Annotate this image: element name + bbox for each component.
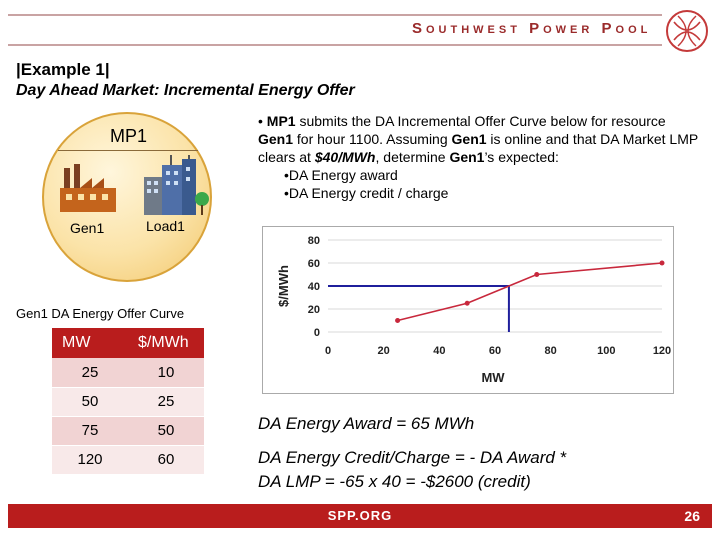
slide-subtitle: Day Ahead Market: Incremental Energy Off…	[16, 82, 355, 99]
offer-curve-line	[397, 262, 663, 322]
table-cell-mw: 50	[52, 387, 128, 417]
data-point	[659, 260, 665, 266]
x-tick-label: 40	[433, 345, 445, 357]
mp1-divider	[58, 150, 198, 151]
offer-curve-chart: 0 20 40 60 80 0 20 40 60 80 100 120 MW $/MWh	[276, 235, 671, 385]
header-rule-bottom	[8, 44, 662, 46]
city-buildings-icon	[144, 155, 209, 215]
table-row: 75 50	[52, 416, 204, 446]
offer-curve-table: MW $/MWh 25 10 50 25 75 50 120 60	[52, 328, 204, 475]
y-tick-label: 40	[308, 281, 320, 293]
x-axis-label: MW	[481, 370, 505, 385]
table-cell-price: 50	[128, 416, 204, 446]
x-tick-label: 100	[597, 345, 615, 357]
spp-logo-icon	[666, 10, 708, 52]
table-cell-mw: 120	[52, 445, 128, 475]
table-title: Gen1 DA Energy Offer Curve	[16, 306, 185, 321]
table-cell-mw: 25	[52, 358, 128, 388]
award-result: DA Energy Award = 65 MWh	[258, 414, 475, 433]
gen1-label: Gen1	[70, 220, 105, 236]
table-row: 120 60	[52, 445, 204, 475]
y-tick-label: 20	[308, 304, 320, 316]
credit-result-line2: DA LMP = -65 x 40 = -$2600 (credit)	[258, 472, 531, 491]
load1-label: Load1	[146, 218, 185, 234]
y-axis-label: $/MWh	[276, 265, 291, 307]
question-main: • MP1 submits the DA Incremental Offer C…	[258, 113, 698, 165]
chart-frame	[262, 226, 674, 394]
example-heading: |Example 1|	[16, 60, 110, 79]
x-tick-label: 60	[489, 345, 501, 357]
table-cell-price: 10	[128, 358, 204, 388]
mp1-label: MP1	[110, 126, 148, 146]
page-number: 26	[684, 508, 700, 524]
header-bar: Southwest Power Pool	[0, 0, 720, 52]
factory-icon	[60, 164, 116, 212]
credit-result-line1: DA Energy Credit/Charge = - DA Award *	[258, 448, 567, 467]
question-text: • MP1 submits the DA Incremental Offer C…	[258, 112, 698, 202]
y-tick-label: 60	[308, 258, 320, 270]
table-cell-price: 25	[128, 387, 204, 417]
header-rule-top	[8, 14, 662, 16]
x-tick-label: 20	[378, 345, 390, 357]
table-header-price: $/MWh	[128, 328, 204, 358]
footer-bar: SPP.ORG 26	[8, 504, 712, 528]
y-tick-label: 80	[308, 235, 320, 247]
table-cell-price: 60	[128, 445, 204, 475]
x-tick-label: 80	[545, 345, 557, 357]
bullet-energy-award: •DA Energy award	[284, 167, 398, 183]
table-cell-mw: 75	[52, 416, 128, 446]
y-tick-label: 0	[314, 327, 320, 339]
x-tick-label: 0	[325, 345, 331, 357]
brand-name: Southwest Power Pool	[412, 20, 652, 37]
table-header-mw: MW	[52, 328, 128, 358]
table-row: 50 25	[52, 387, 204, 417]
footer-url: SPP.ORG	[327, 508, 393, 523]
table-row: 25 10	[52, 358, 204, 388]
bullet-energy-credit: •DA Energy credit / charge	[284, 185, 449, 201]
x-tick-label: 120	[653, 345, 671, 357]
data-point	[534, 272, 540, 277]
data-point	[464, 300, 470, 306]
data-point	[395, 318, 401, 323]
